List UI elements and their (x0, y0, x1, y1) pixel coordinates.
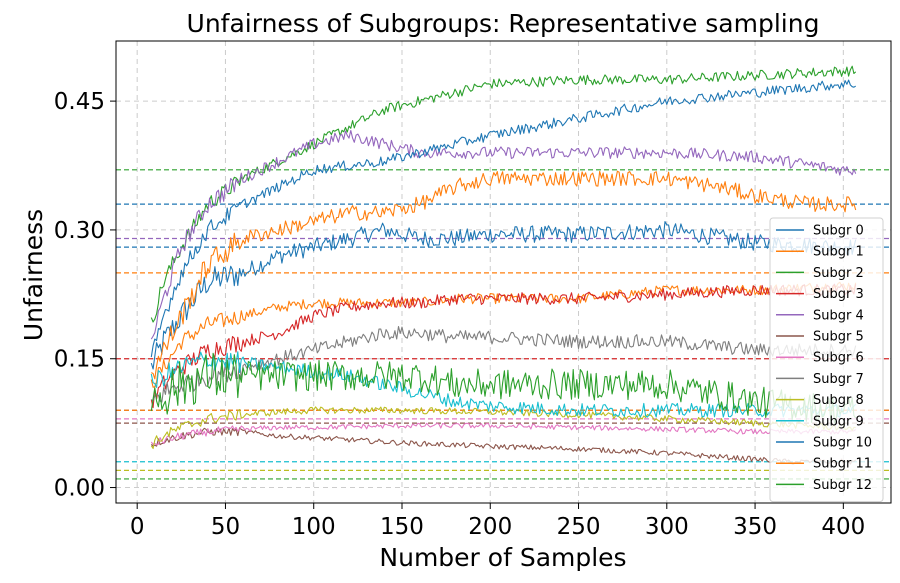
x-tick-label-7: 350 (733, 514, 777, 540)
legend-label-5: Subgr 5 (813, 330, 864, 345)
legend-label-9: Subgr 9 (813, 414, 864, 429)
y-axis-label: Unfairness (19, 209, 48, 341)
x-tick-label-3: 150 (380, 514, 424, 540)
series-line-8 (150, 406, 856, 450)
y-tick-label-2: 0.30 (54, 218, 105, 244)
legend-label-3: Subgr 3 (813, 287, 864, 302)
x-tick-label-1: 50 (211, 514, 240, 540)
legend-label-6: Subgr 6 (813, 351, 864, 366)
x-axis-label: Number of Samples (379, 543, 626, 572)
legend-label-0: Subgr 0 (813, 224, 864, 239)
legend-label-8: Subgr 8 (813, 393, 864, 408)
series-line-2 (150, 65, 857, 323)
legend-label-4: Subgr 4 (813, 308, 864, 323)
series-line-12 (150, 352, 857, 425)
x-tick-label-6: 300 (645, 514, 689, 540)
legend-label-10: Subgr 10 (813, 436, 872, 451)
x-tick-label-0: 0 (130, 514, 145, 540)
x-tick-label-8: 400 (821, 514, 865, 540)
reference-lines (116, 169, 891, 480)
legend-box (769, 217, 884, 503)
chart-title: Unfairness of Subgroups: Representative … (187, 9, 820, 38)
series-line-5 (150, 427, 857, 465)
legend-label-1: Subgr 1 (813, 245, 864, 260)
legend: Subgr 0 Subgr 1 Subgr 2 Subgr 3 Subgr 4 Subgr… (769, 217, 884, 503)
legend-label-7: Subgr 7 (813, 372, 864, 387)
legend-label-12: Subgr 12 (813, 478, 872, 493)
x-tick-label-4: 200 (468, 514, 512, 540)
series-line-10 (150, 79, 856, 358)
series-lines (150, 65, 857, 465)
plot-area-frame (115, 40, 892, 504)
series-line-7 (151, 325, 857, 403)
x-tick-label-2: 100 (292, 514, 336, 540)
y-tick-label-1: 0.15 (54, 347, 105, 373)
series-line-3 (150, 283, 857, 409)
legend-label-11: Subgr 11 (813, 457, 872, 472)
series-line-11 (151, 170, 857, 380)
y-tick-label-3: 0.45 (54, 89, 105, 115)
series-line-4 (150, 129, 857, 340)
axis-ticks: 0 50 100 150 200 250 300 350 400 0.00 0.15 0.30 0.45 (54, 89, 866, 540)
y-tick-label-0: 0.00 (54, 476, 105, 502)
x-tick-label-5: 250 (557, 514, 601, 540)
series-line-9 (150, 351, 857, 418)
legend-label-2: Subgr 2 (813, 266, 864, 281)
series-line-6 (150, 422, 857, 446)
series-line-0 (150, 221, 857, 370)
